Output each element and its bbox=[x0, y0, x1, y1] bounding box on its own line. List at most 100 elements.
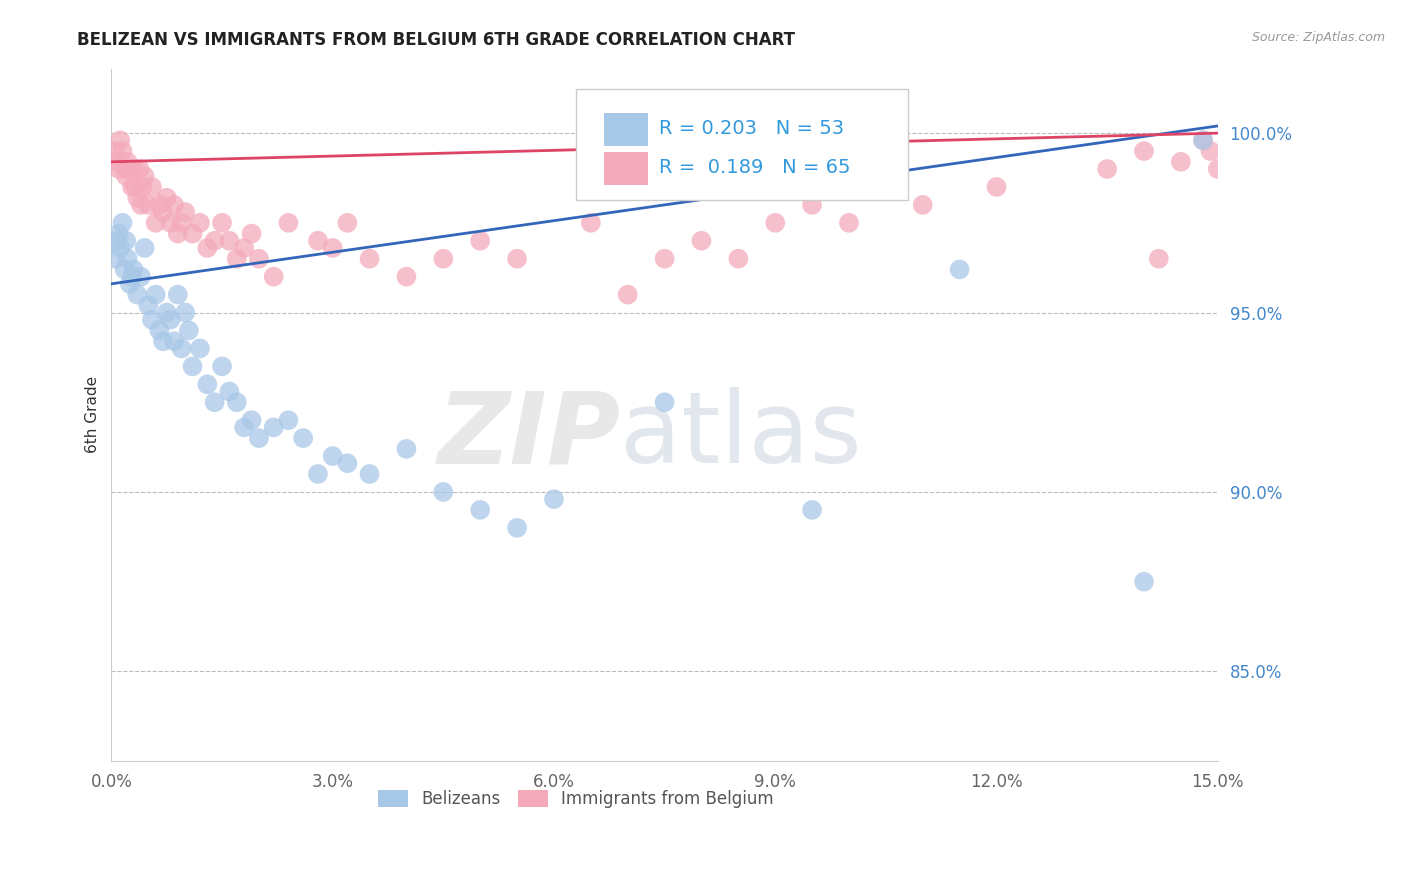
Point bbox=[579, 216, 602, 230]
Point bbox=[233, 420, 256, 434]
Point bbox=[763, 216, 786, 230]
Point bbox=[115, 234, 138, 248]
Point bbox=[188, 216, 211, 230]
Point bbox=[263, 420, 285, 434]
Point bbox=[111, 144, 134, 158]
Text: atlas: atlas bbox=[620, 387, 862, 484]
Point bbox=[115, 169, 138, 184]
Point bbox=[105, 234, 128, 248]
Point bbox=[240, 227, 263, 241]
Point bbox=[322, 449, 344, 463]
Point bbox=[110, 133, 132, 147]
Point bbox=[105, 154, 128, 169]
Point bbox=[359, 252, 381, 266]
Point bbox=[359, 467, 381, 481]
Point bbox=[136, 298, 159, 312]
Point bbox=[177, 323, 200, 337]
Point bbox=[163, 334, 186, 349]
Point bbox=[233, 241, 256, 255]
Point bbox=[152, 205, 174, 219]
Point bbox=[395, 442, 418, 456]
Point bbox=[1192, 133, 1215, 147]
Point bbox=[121, 269, 143, 284]
Point bbox=[263, 269, 285, 284]
Point bbox=[225, 395, 247, 409]
Point bbox=[247, 431, 270, 445]
Point bbox=[181, 359, 204, 374]
Point bbox=[838, 216, 860, 230]
Point bbox=[654, 252, 676, 266]
Point bbox=[470, 234, 492, 248]
Point bbox=[134, 169, 156, 184]
Point bbox=[141, 180, 163, 194]
Point bbox=[1199, 144, 1222, 158]
Point bbox=[292, 431, 315, 445]
Point bbox=[911, 198, 934, 212]
Point bbox=[195, 241, 218, 255]
Point bbox=[247, 252, 270, 266]
Point bbox=[1192, 133, 1215, 147]
Point bbox=[170, 216, 193, 230]
Point bbox=[127, 287, 149, 301]
Point bbox=[336, 216, 359, 230]
Point bbox=[129, 198, 152, 212]
Point bbox=[218, 384, 240, 399]
FancyBboxPatch shape bbox=[603, 113, 648, 146]
Point bbox=[1133, 574, 1156, 589]
Point bbox=[117, 154, 139, 169]
Point bbox=[159, 216, 181, 230]
Point bbox=[506, 252, 529, 266]
Point bbox=[122, 262, 145, 277]
Point bbox=[111, 216, 134, 230]
Point bbox=[118, 161, 141, 176]
Point bbox=[166, 227, 188, 241]
Point bbox=[174, 305, 197, 319]
Point bbox=[122, 161, 145, 176]
Point bbox=[654, 395, 676, 409]
Point bbox=[727, 252, 749, 266]
Point bbox=[121, 180, 143, 194]
Point bbox=[107, 161, 129, 176]
Point bbox=[204, 234, 226, 248]
Point bbox=[110, 241, 132, 255]
Point bbox=[616, 287, 638, 301]
Point bbox=[690, 234, 713, 248]
Point bbox=[1206, 161, 1229, 176]
Point bbox=[156, 191, 179, 205]
Point bbox=[166, 287, 188, 301]
Point bbox=[1133, 144, 1156, 158]
Point bbox=[204, 395, 226, 409]
Point bbox=[1170, 154, 1192, 169]
Point bbox=[107, 227, 129, 241]
Legend: Belizeans, Immigrants from Belgium: Belizeans, Immigrants from Belgium bbox=[371, 783, 780, 815]
Point bbox=[432, 485, 454, 500]
Point bbox=[114, 161, 136, 176]
Point bbox=[949, 262, 972, 277]
Point bbox=[432, 252, 454, 266]
Point bbox=[395, 269, 418, 284]
Point bbox=[181, 227, 204, 241]
Point bbox=[117, 252, 139, 266]
Point bbox=[1147, 252, 1170, 266]
Point bbox=[218, 234, 240, 248]
FancyBboxPatch shape bbox=[603, 152, 648, 185]
Point bbox=[986, 180, 1008, 194]
Point bbox=[152, 334, 174, 349]
Point bbox=[118, 277, 141, 291]
Point bbox=[128, 161, 150, 176]
Text: R =  0.189   N = 65: R = 0.189 N = 65 bbox=[659, 158, 851, 177]
Point bbox=[129, 269, 152, 284]
Point bbox=[170, 342, 193, 356]
Point bbox=[163, 198, 186, 212]
Point bbox=[211, 359, 233, 374]
Point bbox=[159, 312, 181, 326]
Point bbox=[104, 252, 127, 266]
Point bbox=[307, 467, 329, 481]
Point bbox=[131, 180, 153, 194]
Point bbox=[543, 492, 565, 507]
Point bbox=[136, 198, 159, 212]
Point bbox=[195, 377, 218, 392]
Point bbox=[801, 503, 824, 517]
Point bbox=[141, 312, 163, 326]
Point bbox=[124, 180, 146, 194]
